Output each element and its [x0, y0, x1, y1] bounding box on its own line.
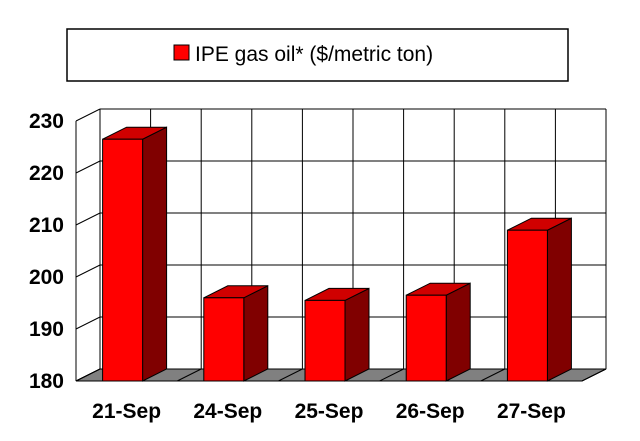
bar-side: [142, 126, 168, 382]
x-tick-label: 24-Sep: [193, 400, 262, 423]
x-axis-tick-labels: 21-Sep 24-Sep 25-Sep 26-Sep 27-Sep: [92, 400, 566, 423]
gridline-side: [75, 316, 101, 330]
legend-swatch: [173, 44, 190, 61]
bar-front: [506, 229, 548, 382]
y-tick-label: 190: [29, 318, 64, 341]
bar-front: [203, 297, 245, 382]
bar-24-Sep: [203, 284, 269, 382]
floor-divider: [581, 368, 607, 382]
gridline-side: [75, 264, 101, 278]
gridline-side: [75, 160, 101, 174]
floor-divider: [379, 368, 404, 382]
bar-side: [243, 284, 269, 382]
floor-divider: [75, 368, 101, 382]
y-tick-label: 210: [29, 214, 64, 237]
floor-divider: [278, 368, 303, 382]
bar-26-Sep: [405, 282, 471, 382]
y-tick-label: 180: [29, 370, 64, 393]
y-tick-label: 200: [29, 266, 64, 289]
x-tick-label: 21-Sep: [92, 400, 161, 423]
y-axis-tick-labels: 180 190 200 210 220 230: [29, 110, 64, 393]
bar-side: [344, 287, 370, 382]
bar-25-Sep: [304, 287, 370, 382]
floor-divider: [480, 368, 506, 382]
bar-side: [445, 282, 471, 382]
legend: IPE gas oil* ($/metric ton): [66, 28, 569, 82]
x-tick-label: 25-Sep: [295, 400, 364, 423]
bar-27-Sep: [506, 217, 572, 382]
bar-front: [304, 299, 346, 382]
legend-label: IPE gas oil* ($/metric ton): [195, 43, 433, 66]
gridline-side: [75, 212, 101, 226]
legend-box: [66, 28, 569, 82]
y-tick-label: 230: [29, 110, 64, 133]
floor-divider: [176, 368, 202, 382]
x-tick-label: 27-Sep: [497, 400, 566, 423]
bar-front: [405, 294, 447, 382]
bar-front: [102, 138, 144, 382]
bar-side: [546, 217, 572, 382]
y-tick-label: 220: [29, 162, 64, 185]
gridline-side: [75, 108, 101, 122]
bar-21-Sep: [102, 126, 168, 382]
x-tick-label: 26-Sep: [396, 400, 465, 423]
bars: [102, 126, 572, 382]
